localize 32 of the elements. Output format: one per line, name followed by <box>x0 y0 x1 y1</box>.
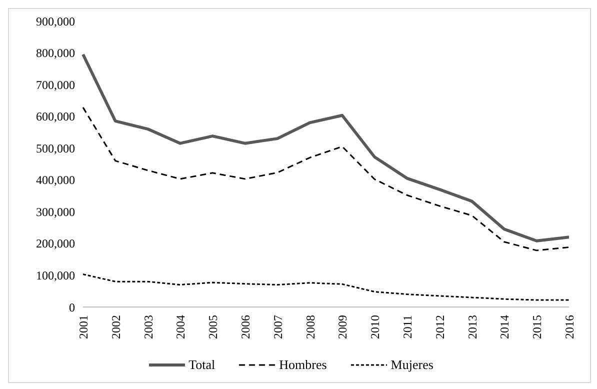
x-tick-label: 2013 <box>465 315 480 339</box>
line-series <box>82 52 570 242</box>
y-tick-label: 100,000 <box>36 268 75 282</box>
legend-label: Mujeres <box>390 357 434 373</box>
y-tick-label: 800,000 <box>36 46 75 60</box>
y-tick-label: 600,000 <box>36 110 75 124</box>
x-tick-label: 2010 <box>368 315 382 339</box>
x-tick-label: 2006 <box>238 315 253 339</box>
y-tick-label: 200,000 <box>36 236 75 251</box>
x-tick-label: 2008 <box>303 315 318 339</box>
x-tick-label: 2001 <box>76 315 91 339</box>
y-tick-label: 400,000 <box>36 173 75 188</box>
x-tick-label: 2007 <box>270 315 285 339</box>
x-tick-label: 2011 <box>400 315 415 339</box>
y-tick-label: 0 <box>69 300 75 314</box>
x-tick-label: 2015 <box>530 315 544 339</box>
y-tick-label: 500,000 <box>36 141 75 156</box>
x-tick-label: 2016 <box>562 315 577 339</box>
x-tick-label: 2005 <box>206 315 220 339</box>
y-tick-label: 900,000 <box>36 14 75 28</box>
x-tick-label: 2002 <box>108 315 123 339</box>
y-tick-label: 700,000 <box>36 78 75 92</box>
x-tick-label: 2003 <box>141 315 156 339</box>
x-tick-label: 2012 <box>432 315 447 339</box>
line-series <box>82 274 570 301</box>
y-tick-label: 300,000 <box>36 204 75 219</box>
legend-label: Hombres <box>279 357 327 373</box>
line-series <box>82 106 570 252</box>
legend-label: Total <box>188 357 216 373</box>
x-tick-label: 2009 <box>336 315 350 339</box>
x-tick-label: 2014 <box>498 315 512 339</box>
x-tick-label: 2004 <box>174 315 188 339</box>
